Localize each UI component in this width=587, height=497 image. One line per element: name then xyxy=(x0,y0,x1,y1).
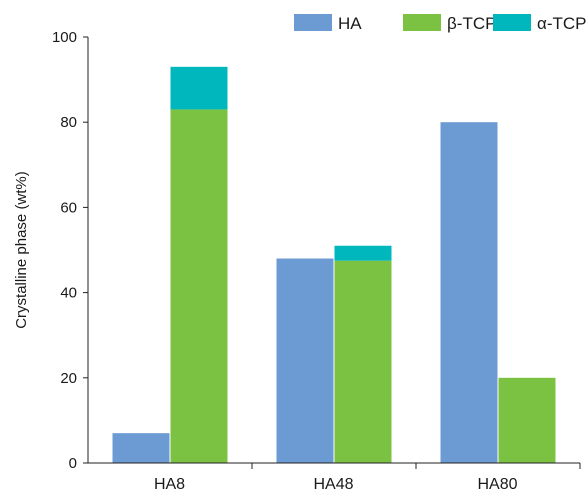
legend-item: HA xyxy=(294,14,362,33)
x-category-label: HA48 xyxy=(313,476,353,493)
bars xyxy=(112,66,556,464)
bar-ha-ha8 xyxy=(112,433,170,463)
y-tick-label: 80 xyxy=(60,114,77,131)
y-tick-label: 0 xyxy=(69,455,77,472)
bar-tcp-ha8 xyxy=(170,66,228,110)
bar-tcp-ha48 xyxy=(334,245,392,261)
bar-tcp-ha48 xyxy=(334,260,392,463)
y-tick-label: 20 xyxy=(60,370,77,387)
legend-label: β-TCP xyxy=(447,14,496,33)
bar-ha-ha80 xyxy=(440,122,498,463)
y-axis-title: Crystalline phase (wt%) xyxy=(13,171,30,329)
legend-swatch xyxy=(294,14,332,31)
legend: HA β-TCP α-TCP xyxy=(294,14,587,33)
y-tick-label: 60 xyxy=(60,199,77,216)
bar-tcp-ha80 xyxy=(498,377,556,463)
legend-item: β-TCP xyxy=(403,14,496,33)
y-tick-label: 100 xyxy=(52,29,77,46)
legend-label: HA xyxy=(338,14,362,33)
x-category-label: HA80 xyxy=(477,476,517,493)
legend-label: α-TCP xyxy=(537,14,587,33)
legend-swatch xyxy=(493,14,531,31)
axes: 0 20 40 60 80 100 HA8 HA48 HA80 xyxy=(52,29,581,493)
bar-tcp-ha8 xyxy=(170,109,228,464)
x-category-label: HA8 xyxy=(154,476,185,493)
legend-item: α-TCP xyxy=(493,14,587,33)
y-tick-label: 40 xyxy=(60,285,77,302)
bar-ha-ha48 xyxy=(276,258,334,463)
legend-swatch xyxy=(403,14,441,31)
